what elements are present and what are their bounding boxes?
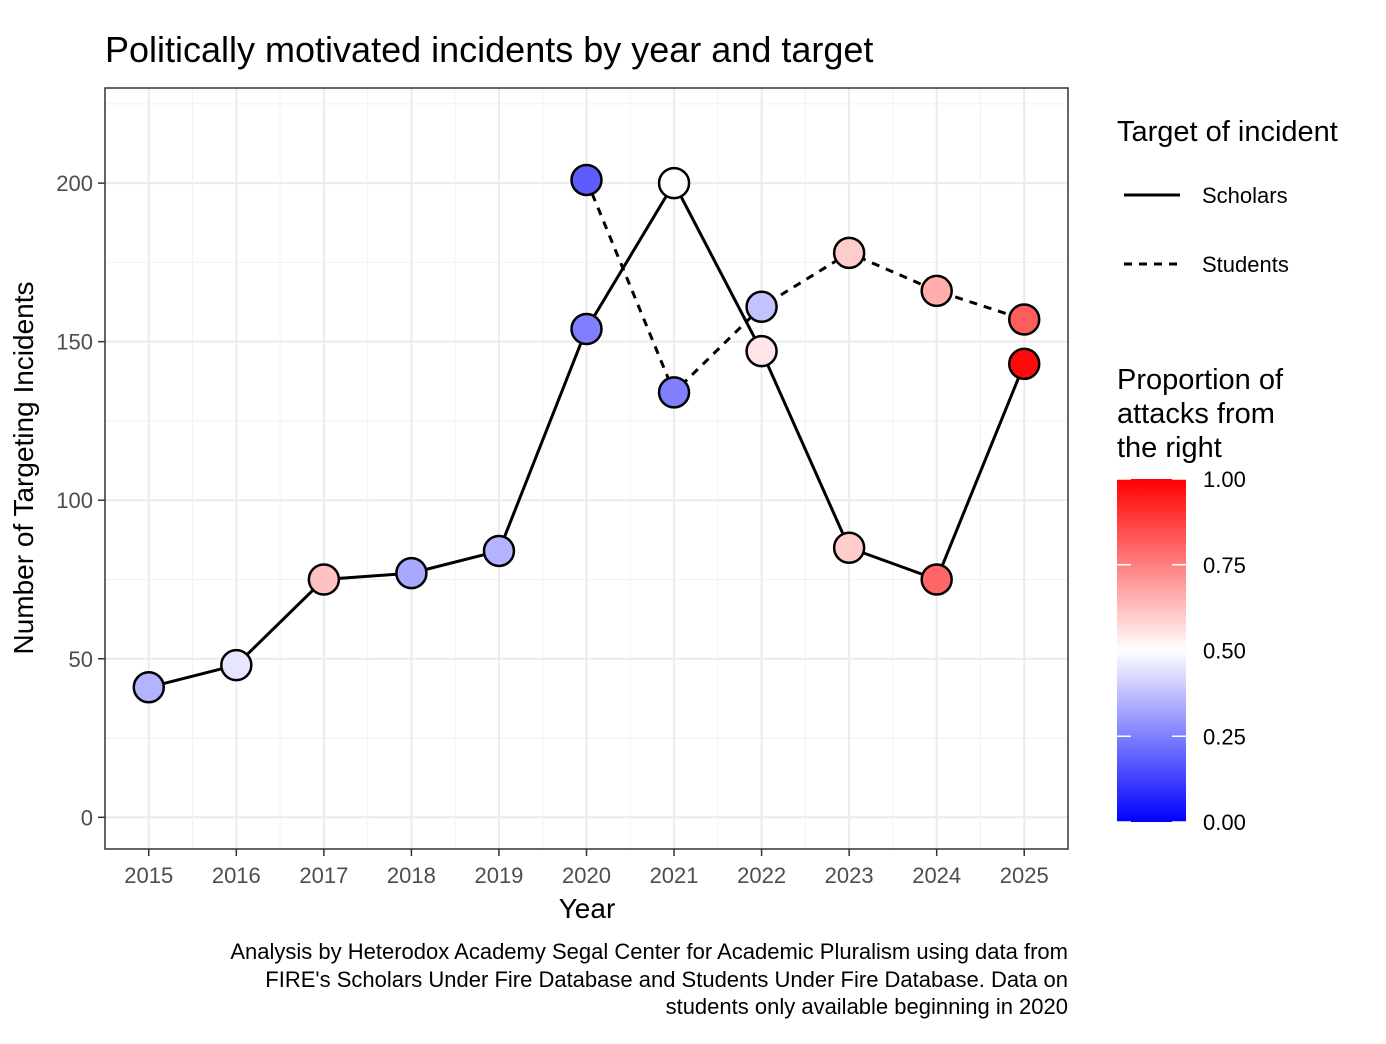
x-tick-label: 2018 — [387, 863, 436, 888]
colorbar-tick-label: 0.75 — [1203, 553, 1246, 578]
y-tick-label: 0 — [81, 805, 93, 830]
data-point-students — [745, 290, 778, 324]
chart-title: Politically motivated incidents by year … — [105, 29, 873, 70]
color-legend-title-line-3: the right — [1117, 432, 1222, 464]
data-point-scholars — [745, 334, 778, 368]
color-legend: Proportion of attacks from the right 1.0… — [1117, 364, 1284, 835]
x-tick-label: 2024 — [912, 863, 961, 888]
x-tick-label: 2017 — [299, 863, 348, 888]
caption-line-3: students only available beginning in 202… — [666, 994, 1068, 1019]
y-axis-title: Number of Targeting Incidents — [8, 281, 39, 654]
colorbar-tick-label: 0.50 — [1203, 639, 1246, 664]
caption: Analysis by Heterodox Academy Segal Cent… — [230, 939, 1068, 1019]
y-tick-label: 150 — [56, 330, 93, 355]
x-axis-ticks: 2015 2016 2017 2018 2019 2020 2021 2022 2023 2024… — [124, 849, 1049, 888]
y-axis-ticks: 0 50 100 150 200 — [56, 171, 105, 830]
y-tick-label: 200 — [56, 171, 93, 196]
linetype-legend: Target of incident Scholars Students — [1117, 116, 1338, 277]
legend-label-scholars: Scholars — [1202, 183, 1288, 208]
data-point-scholars — [920, 563, 953, 596]
data-points — [132, 163, 1041, 704]
colorbar-ticks: 1.00 0.75 0.50 0.25 0.00 — [1117, 467, 1246, 835]
data-point-students — [1007, 303, 1041, 336]
legend-label-students: Students — [1202, 252, 1289, 277]
y-tick-label: 100 — [56, 488, 93, 513]
data-point-scholars — [395, 556, 428, 590]
colorbar-tick-label: 1.00 — [1203, 467, 1246, 492]
data-point-scholars — [570, 312, 603, 346]
x-tick-label: 2019 — [474, 863, 523, 888]
linetype-legend-title: Target of incident — [1117, 116, 1338, 148]
data-point-scholars — [1007, 347, 1041, 381]
caption-line-2: FIRE's Scholars Under Fire Database and … — [265, 967, 1068, 992]
colorbar-tick-label: 0.25 — [1203, 724, 1246, 749]
x-tick-label: 2020 — [562, 863, 611, 888]
x-tick-label: 2023 — [825, 863, 874, 888]
caption-line-1: Analysis by Heterodox Academy Segal Cent… — [230, 939, 1068, 964]
data-point-students — [570, 163, 603, 197]
data-point-scholars — [307, 563, 341, 596]
color-legend-title-line-1: Proportion of — [1117, 364, 1284, 396]
x-tick-label: 2021 — [650, 863, 699, 888]
data-point-scholars — [220, 648, 253, 682]
colorbar-tick-label: 0.00 — [1203, 810, 1246, 835]
data-point-students — [832, 236, 866, 270]
x-tick-label: 2015 — [124, 863, 173, 888]
data-point-scholars — [832, 531, 866, 565]
data-point-students — [920, 274, 953, 308]
color-legend-title-line-2: attacks from — [1117, 398, 1275, 430]
data-point-scholars — [657, 166, 691, 200]
x-axis-title: Year — [559, 893, 616, 924]
data-point-scholars — [482, 534, 516, 568]
x-tick-label: 2016 — [212, 863, 261, 888]
x-tick-label: 2025 — [1000, 863, 1049, 888]
y-tick-label: 50 — [69, 647, 93, 672]
data-point-scholars — [132, 671, 166, 704]
data-point-students — [657, 376, 691, 409]
x-tick-label: 2022 — [737, 863, 786, 888]
